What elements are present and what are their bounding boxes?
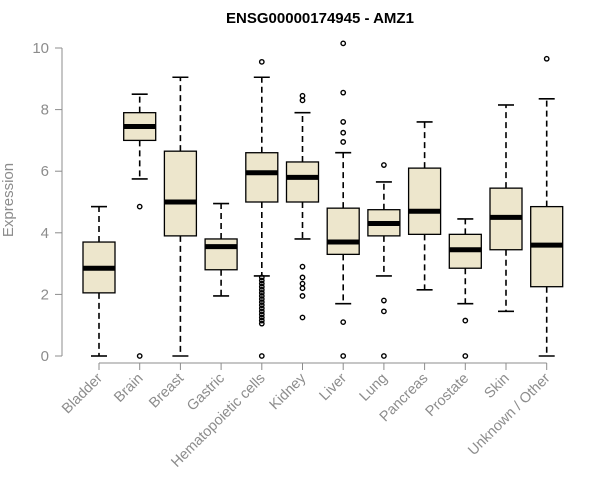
y-tick-label: 4	[41, 225, 49, 242]
x-tick-label: Lung	[357, 371, 391, 405]
outlier-point	[299, 293, 306, 299]
outlier-point	[340, 319, 347, 326]
iqr-box	[285, 161, 320, 203]
outlier-point	[258, 277, 265, 284]
outlier-point	[299, 274, 306, 281]
box-series	[82, 40, 564, 359]
outlier-point	[258, 320, 265, 327]
box-group	[245, 58, 279, 359]
outlier-point	[299, 314, 306, 321]
outlier-point	[258, 314, 265, 321]
box-group	[489, 104, 523, 313]
outlier-point	[340, 139, 347, 145]
outlier-point	[299, 97, 306, 104]
y-tick-label: 6	[41, 163, 49, 180]
outlier-point	[380, 308, 387, 315]
x-tick-label: Prostate	[423, 371, 472, 420]
outlier-point	[258, 305, 265, 312]
box-group	[326, 40, 360, 359]
outlier-point	[340, 89, 347, 96]
outlier-point	[299, 280, 306, 287]
y-axis: 0 2 4 6 8 10	[32, 40, 63, 365]
iqr-box	[407, 167, 442, 235]
outlier-point	[258, 280, 265, 287]
outlier-point	[380, 297, 387, 304]
outlier-point	[340, 129, 347, 136]
y-tick-label: 0	[41, 348, 49, 365]
outlier-point	[258, 302, 265, 309]
outlier-point	[136, 203, 143, 210]
outlier-point	[258, 299, 265, 305]
outlier-point	[543, 55, 550, 62]
outlier-point	[258, 286, 265, 293]
iqr-box	[163, 150, 198, 237]
y-axis-label: Expression	[0, 163, 17, 237]
outlier-point	[462, 317, 469, 324]
outlier-point	[258, 317, 265, 324]
outlier-point	[258, 283, 265, 290]
box-group	[123, 93, 157, 359]
outlier-point	[340, 40, 347, 47]
x-tick-label: Breast	[146, 371, 187, 412]
x-tick-label: Kidney	[267, 370, 310, 413]
chart-title: ENSG00000174945 - AMZ1	[226, 10, 414, 27]
box-group	[367, 162, 401, 359]
outlier-point	[258, 308, 265, 315]
iqr-box	[245, 152, 279, 203]
outlier-point	[340, 119, 347, 125]
iqr-box	[204, 238, 238, 271]
outlier-point	[299, 285, 306, 292]
outlier-point	[462, 353, 469, 359]
y-tick-label: 2	[41, 286, 49, 303]
outlier-point	[380, 162, 387, 168]
box-group	[82, 205, 116, 357]
outlier-point	[136, 353, 143, 359]
outlier-point	[258, 293, 265, 299]
box-group	[163, 76, 198, 357]
box-group	[530, 55, 564, 357]
outlier-point	[299, 92, 306, 99]
outlier-point	[258, 274, 265, 281]
outlier-point	[340, 353, 347, 359]
box-group	[448, 218, 482, 359]
iqr-box	[326, 207, 360, 256]
outlier-point	[258, 311, 265, 318]
outlier-point	[299, 263, 306, 270]
y-tick-label: 8	[41, 102, 49, 119]
x-tick-label: Brain	[111, 371, 146, 406]
x-tick-label: Skin	[482, 371, 513, 402]
outlier-point	[258, 58, 265, 65]
box-group	[285, 92, 320, 321]
y-tick-label: 10	[32, 40, 49, 57]
x-tick-label: Liver	[316, 370, 350, 404]
box-group	[407, 121, 442, 291]
outlier-point	[380, 353, 387, 359]
outlier-point	[258, 296, 265, 302]
x-tick-label: Bladder	[59, 370, 106, 417]
box-group	[204, 202, 238, 297]
outlier-point	[258, 289, 265, 296]
outlier-point	[258, 353, 265, 359]
